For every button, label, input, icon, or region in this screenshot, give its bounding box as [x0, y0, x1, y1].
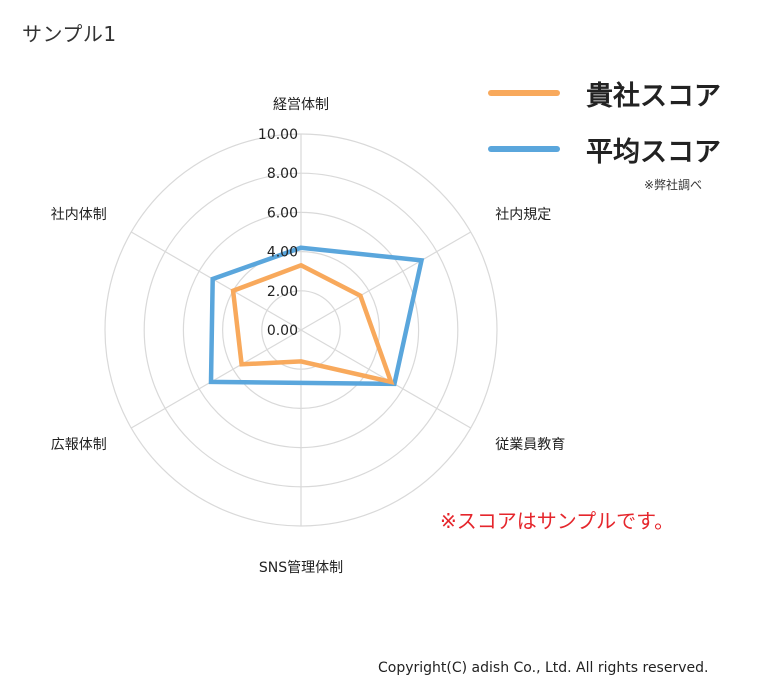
tick-label: 2.00	[267, 284, 298, 300]
legend-label-average: 平均スコア	[586, 137, 721, 168]
radar-series	[208, 245, 425, 387]
legend-swatch-average	[488, 146, 560, 152]
page-title: サンプル1	[22, 22, 117, 46]
sample-disclaimer: ※スコアはサンプルです。	[440, 509, 675, 533]
tick-label: 6.00	[267, 205, 298, 221]
legend-swatch-company	[488, 90, 560, 96]
axis-label: 経営体制	[273, 97, 329, 113]
tick-label: 10.00	[258, 127, 298, 143]
series-line	[230, 262, 395, 386]
legend-label-company: 貴社スコア	[586, 81, 721, 112]
axis-label: SNS管理体制	[259, 560, 343, 576]
radar-tick-labels: 0.00 2.00 4.00 6.00 8.00 10.00	[258, 127, 298, 339]
radar-grid	[104, 133, 498, 527]
tick-label: 4.00	[267, 245, 298, 261]
legend-source-note: ※弊社調べ	[644, 178, 703, 192]
tick-label: 8.00	[267, 166, 298, 182]
axis-label: 社内体制	[51, 207, 107, 223]
axis-label: 広報体制	[51, 437, 107, 453]
grid-spoke	[300, 231, 472, 331]
copyright-text: Copyright(C) adish Co., Ltd. All rights …	[378, 660, 709, 676]
tick-label: 0.00	[267, 323, 298, 339]
legend-item-average: 平均スコア	[488, 128, 738, 184]
grid-spoke	[130, 329, 302, 429]
axis-label: 社内規定	[495, 207, 551, 223]
axis-label: 従業員教育	[495, 437, 565, 453]
chart-legend: 貴社スコア 平均スコア	[488, 72, 738, 184]
legend-item-company: 貴社スコア	[488, 72, 738, 128]
grid-spoke	[130, 231, 302, 331]
series-line	[208, 245, 425, 387]
